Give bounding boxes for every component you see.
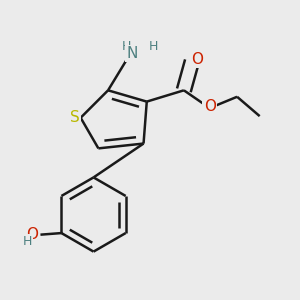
Text: H: H [121, 40, 130, 53]
Text: O: O [191, 52, 203, 67]
Text: N: N [127, 46, 138, 61]
Text: O: O [204, 99, 216, 114]
Text: O: O [26, 227, 38, 242]
Text: S: S [70, 110, 80, 125]
Text: H: H [148, 40, 158, 53]
Text: H: H [23, 235, 32, 248]
